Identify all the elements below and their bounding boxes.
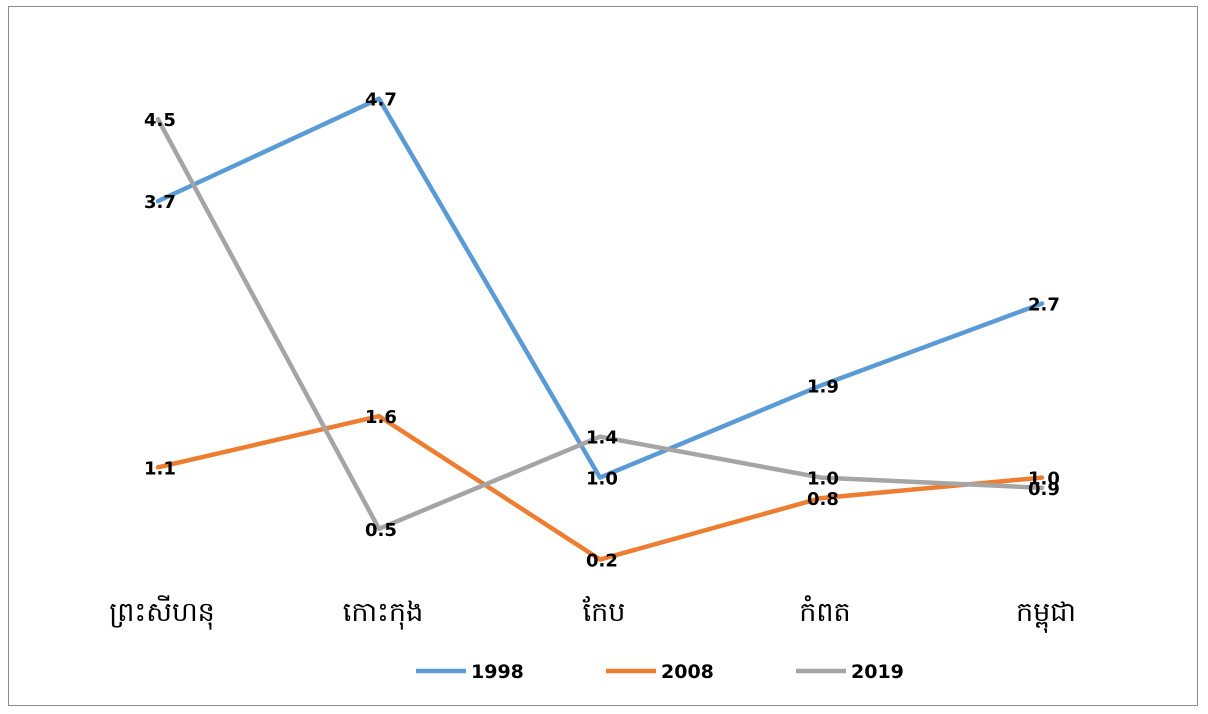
legend-label-2019: 2019 (851, 661, 904, 683)
category-label: កែប (583, 595, 626, 628)
data-label-2019-0: 4.5 (144, 110, 176, 131)
series-line-2008 (155, 413, 1045, 562)
legend-label-2008: 2008 (661, 661, 714, 683)
legend-item-2019: 2019 (796, 661, 904, 683)
category-label: កម្ពុជា (1016, 597, 1076, 633)
legend-item-2008: 2008 (606, 661, 714, 683)
legend-label-1998: 1998 (471, 661, 524, 683)
chart-frame: 3.7 4.7 1.0 1.9 2.7 1.1 1.6 0.2 0.8 1.0 4.5 0.5 1.4 1… (8, 6, 1198, 706)
data-label-1998-2: 1.0 (586, 469, 618, 490)
data-label-2019-4: 0.9 (1028, 479, 1060, 500)
line-chart: 3.74.71.01.92.71.11.60.20.81.04.50.51.41… (109, 90, 1076, 683)
data-label-1998-0: 3.7 (144, 192, 176, 213)
data-label-2008-1: 1.6 (365, 407, 397, 428)
series-line-2019 (155, 116, 1045, 532)
data-label-2008-3: 0.8 (807, 489, 839, 510)
category-label: កំពត (799, 595, 850, 628)
data-label-2019-1: 0.5 (365, 520, 397, 541)
category-label: ព្រះសីហនុ (109, 595, 215, 630)
data-label-2008-4: 1.0 (1028, 469, 1060, 490)
series-line-1998 (155, 96, 1045, 480)
category-label: កោះកុង (343, 597, 423, 630)
data-label-1998-1: 4.7 (365, 90, 397, 111)
data-label-2008-0: 1.1 (144, 458, 176, 479)
data-label-2008-2: 0.2 (586, 551, 618, 572)
data-label-2019-3: 1.0 (807, 469, 839, 490)
data-label-1998-4: 2.7 (1028, 295, 1060, 316)
data-label-1998-3: 1.9 (807, 376, 839, 397)
legend-item-1998: 1998 (416, 661, 524, 683)
data-label-2019-2: 1.4 (586, 428, 618, 449)
